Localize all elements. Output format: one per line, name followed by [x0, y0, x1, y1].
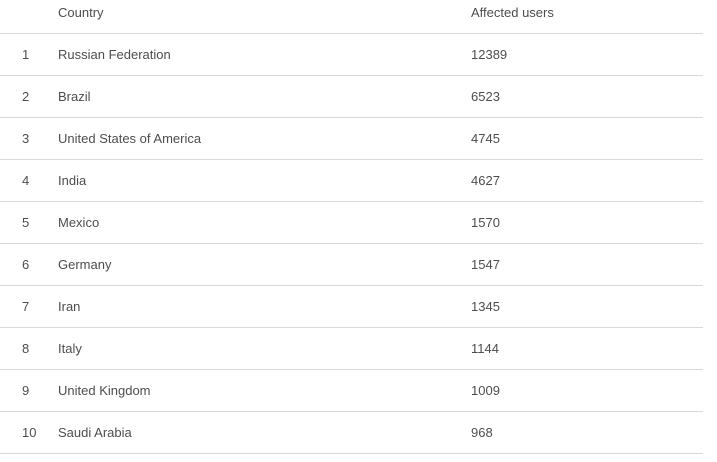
rank-cell: 2	[22, 89, 30, 104]
table-row: 3 United States of America 4745	[0, 118, 703, 160]
affected-users-cell: 1570	[471, 215, 500, 230]
country-cell: United Kingdom	[58, 383, 151, 398]
affected-users-cell: 1144	[471, 341, 499, 356]
table-row: 4 India 4627	[0, 160, 703, 202]
affected-users-cell: 1009	[471, 383, 500, 398]
country-cell: Iran	[58, 299, 81, 314]
table-row: 10 Saudi Arabia 968	[0, 412, 703, 454]
header-affected-users: Affected users	[471, 5, 554, 20]
header-country: Country	[58, 5, 104, 20]
country-cell: United States of America	[58, 131, 202, 146]
table-row: 1 Russian Federation 12389	[0, 34, 703, 76]
affected-users-cell: 4627	[471, 173, 500, 188]
country-cell: Mexico	[58, 215, 100, 230]
affected-users-cell: 1547	[471, 257, 500, 272]
rank-cell: 4	[22, 173, 30, 188]
rank-cell: 5	[22, 215, 30, 230]
country-cell: India	[58, 173, 87, 188]
affected-users-cell: 968	[471, 425, 493, 440]
table-row: 5 Mexico 1570	[0, 202, 703, 244]
rank-cell: 10	[22, 425, 37, 440]
rank-cell: 8	[22, 341, 30, 356]
affected-users-cell: 6523	[471, 89, 500, 104]
rank-cell: 3	[22, 131, 30, 146]
affected-users-cell: 4745	[471, 131, 500, 146]
table-row: 9 United Kingdom 1009	[0, 370, 703, 412]
affected-users-cell: 1345	[471, 299, 500, 314]
table-row: 6 Germany 1547	[0, 244, 703, 286]
table-header-row: Country Affected users	[0, 0, 703, 34]
rank-cell: 6	[22, 257, 30, 272]
rank-cell: 9	[22, 383, 30, 398]
rank-cell: 1	[22, 47, 30, 62]
country-cell: Russian Federation	[58, 47, 171, 62]
rank-cell: 7	[22, 299, 30, 314]
country-cell: Saudi Arabia	[58, 425, 132, 440]
country-cell: Brazil	[58, 89, 91, 104]
table-row: 8 Italy 1144	[0, 328, 703, 370]
country-cell: Italy	[58, 341, 82, 356]
table-body: 1 Russian Federation 12389 2 Brazil 6523 3 Unit…	[0, 34, 717, 454]
table-row: 2 Brazil 6523	[0, 76, 703, 118]
affected-users-cell: 12389	[471, 47, 508, 62]
country-cell: Germany	[58, 257, 112, 272]
table-row: 7 Iran 1345	[0, 286, 703, 328]
